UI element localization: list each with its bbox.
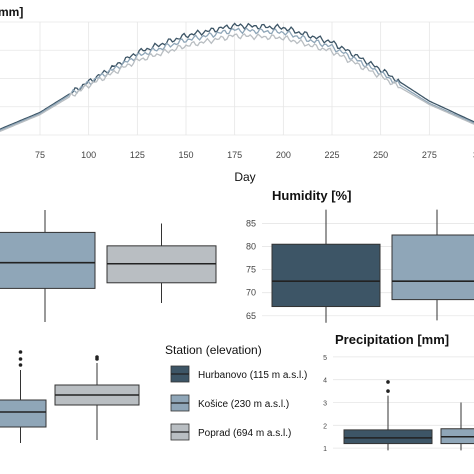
y-tick-label: 4 bbox=[323, 378, 327, 385]
line-x-axis-label: Day bbox=[234, 170, 255, 184]
boxplot-panel-left-top bbox=[0, 210, 217, 322]
y-tick-label: 65 bbox=[246, 311, 256, 321]
x-tick-label: 225 bbox=[324, 150, 339, 160]
box-outlier bbox=[95, 355, 99, 359]
y-tick-label: 2 bbox=[323, 423, 327, 430]
legend-label: Poprad (694 m a.s.l.) bbox=[198, 428, 291, 439]
y-tick-label: 85 bbox=[246, 218, 256, 228]
box-outlier bbox=[18, 363, 23, 367]
y-tick-label: 1 bbox=[323, 446, 327, 453]
humidity-title: Humidity [%] bbox=[272, 188, 351, 203]
box-outlier bbox=[386, 380, 390, 384]
x-tick-label: 175 bbox=[227, 150, 242, 160]
x-tick-label: 250 bbox=[373, 150, 388, 160]
line-y-axis-label: mm] bbox=[0, 5, 23, 19]
legend-title: Station (elevation) bbox=[165, 343, 262, 357]
legend-label: Košice (230 m a.s.l.) bbox=[198, 399, 289, 410]
x-tick-label: 275 bbox=[422, 150, 437, 160]
box bbox=[0, 399, 47, 428]
y-tick-label: 80 bbox=[246, 242, 256, 252]
x-tick-label: 200 bbox=[276, 150, 291, 160]
x-tick-label: 30 bbox=[473, 150, 474, 160]
humidity-boxplot-panel: Humidity [%] 65 70 75 80 85 bbox=[246, 188, 474, 323]
x-tick-label: 100 bbox=[81, 150, 96, 160]
box-outlier bbox=[18, 357, 23, 361]
legend-label: Hurbanovo (115 m a.s.l.) bbox=[198, 370, 307, 381]
box bbox=[343, 429, 433, 445]
y-tick-label: 70 bbox=[246, 288, 256, 298]
temperature-line-panel: mm] 75 100 125 150 175 200 225 250 275 30 Day bbox=[0, 5, 474, 184]
box-outlier bbox=[386, 389, 390, 393]
x-tick-label: 75 bbox=[35, 150, 45, 160]
series-line bbox=[0, 33, 474, 133]
precipitation-boxplot-panel: Precipitation [mm] 1 2 3 4 5 bbox=[323, 332, 474, 453]
y-tick-label: 3 bbox=[323, 401, 327, 408]
series-line bbox=[0, 22, 474, 130]
box bbox=[391, 234, 474, 301]
x-tick-label: 125 bbox=[130, 150, 145, 160]
box bbox=[0, 231, 96, 289]
boxplot-panel-left-bottom bbox=[0, 350, 140, 443]
y-tick-label: 5 bbox=[323, 355, 327, 362]
box bbox=[271, 243, 381, 308]
y-tick-label: 75 bbox=[246, 265, 256, 275]
x-tick-label: 150 bbox=[178, 150, 193, 160]
series-line bbox=[0, 27, 474, 131]
precipitation-title: Precipitation [mm] bbox=[335, 332, 449, 347]
station-legend: Station (elevation) Hurbanovo (115 m a.s… bbox=[165, 343, 307, 441]
box-outlier bbox=[18, 350, 23, 354]
